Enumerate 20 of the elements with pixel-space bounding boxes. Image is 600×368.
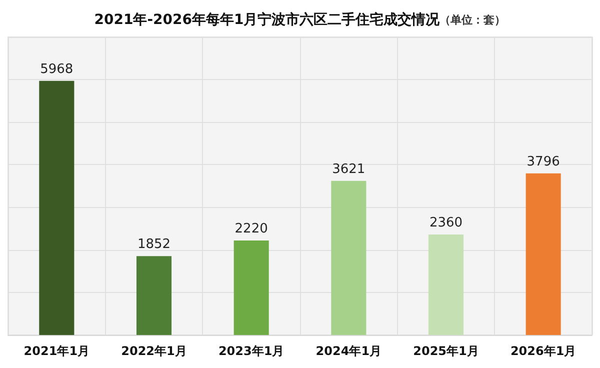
bar xyxy=(39,80,74,335)
bar xyxy=(136,256,172,335)
x-tick-label: 2024年1月 xyxy=(316,344,382,358)
bar xyxy=(331,180,366,335)
x-tick-label: 2022年1月 xyxy=(121,344,187,358)
x-tick-label: 2023年1月 xyxy=(218,344,284,358)
data-label: 3796 xyxy=(526,154,560,170)
bar xyxy=(428,234,464,335)
chart-subtitle: （单位：套） xyxy=(440,14,506,26)
chart-title: 2021年-2026年每年1月宁波市六区二手住宅成交情况 xyxy=(94,11,441,28)
bar xyxy=(234,240,269,335)
x-tick-label: 2026年1月 xyxy=(510,344,576,358)
x-tick-label: 2021年1月 xyxy=(24,344,90,358)
bar xyxy=(526,173,561,335)
data-label: 3621 xyxy=(332,162,366,177)
data-label: 2220 xyxy=(234,221,268,236)
data-label: 5968 xyxy=(40,62,74,77)
data-label: 2360 xyxy=(429,216,463,231)
x-tick-label: 2025年1月 xyxy=(413,344,479,358)
data-label: 1852 xyxy=(137,237,171,252)
